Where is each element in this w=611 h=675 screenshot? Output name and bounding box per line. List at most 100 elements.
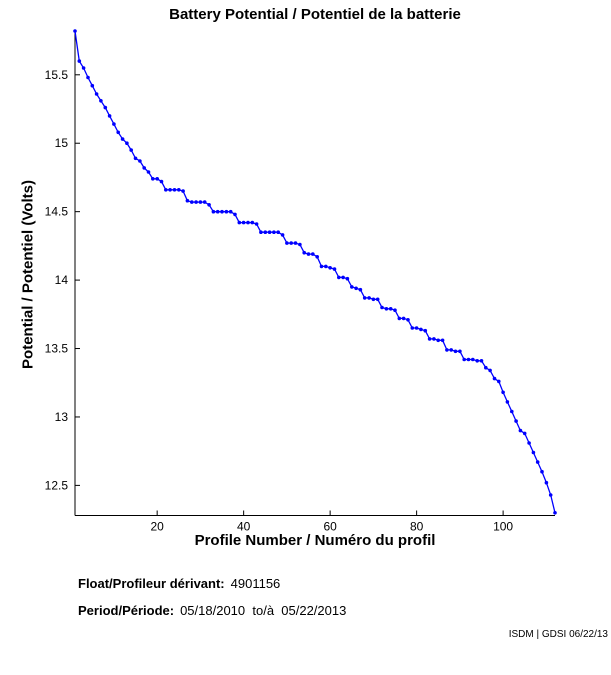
data-point-marker <box>259 230 263 234</box>
float-id-line: Float/Profileur dérivant: 4901156 <box>78 576 280 591</box>
data-point-marker <box>345 276 350 281</box>
data-point-marker <box>501 390 505 395</box>
data-point-marker <box>185 198 190 203</box>
data-point-marker <box>146 170 151 174</box>
y-tick-label: 13.5 <box>45 342 69 356</box>
data-point-marker <box>453 349 458 354</box>
data-point-marker <box>419 327 423 332</box>
y-tick-label: 12.5 <box>45 478 69 492</box>
data-point-marker <box>449 348 454 352</box>
data-point-marker <box>458 349 462 354</box>
data-point-marker <box>406 318 410 322</box>
data-point-marker <box>367 296 371 300</box>
data-point-marker <box>535 460 540 464</box>
data-point-marker <box>432 337 436 341</box>
data-point-marker <box>198 200 203 204</box>
data-point-marker <box>246 220 250 225</box>
data-point-marker <box>332 267 337 271</box>
data-point-marker <box>298 242 302 247</box>
data-point-marker <box>151 177 155 181</box>
data-point-marker <box>142 166 146 170</box>
data-point-marker <box>337 275 341 280</box>
data-point-marker <box>99 99 103 103</box>
data-point-marker <box>215 209 220 214</box>
data-point-marker <box>475 359 480 363</box>
data-point-marker <box>194 200 198 204</box>
data-point-marker <box>177 188 181 192</box>
data-point-marker <box>445 348 449 352</box>
data-point-marker <box>159 179 164 184</box>
data-point-marker <box>510 409 514 414</box>
data-point-marker <box>168 188 172 192</box>
data-point-marker <box>414 326 419 330</box>
data-point-marker <box>514 419 518 423</box>
data-point-marker <box>388 307 393 311</box>
x-tick-label: 80 <box>410 520 424 534</box>
data-point-marker <box>224 209 229 214</box>
data-point-marker <box>211 209 216 214</box>
data-point-marker <box>466 357 471 362</box>
data-point-marker <box>328 266 332 270</box>
data-point-marker <box>220 209 224 214</box>
data-point-marker <box>285 241 289 245</box>
data-point-marker <box>397 316 402 321</box>
chart-title: Battery Potential / Potentiel de la batt… <box>169 6 461 23</box>
data-point-marker <box>553 511 557 515</box>
data-point-marker <box>289 241 294 245</box>
data-point-marker <box>436 338 441 343</box>
agency-datestamp: ISDM | GDSI 06/22/13 <box>508 629 608 640</box>
data-point-marker <box>341 275 345 280</box>
data-point-marker <box>488 368 492 373</box>
data-point-marker <box>302 250 307 255</box>
data-point-marker <box>103 105 108 110</box>
data-point-marker <box>311 252 315 256</box>
x-tick-label: 40 <box>237 520 251 534</box>
data-point-marker <box>228 209 233 214</box>
data-point-marker <box>73 29 77 33</box>
data-point-marker <box>263 230 268 234</box>
data-point-marker <box>112 122 116 126</box>
data-point-marker <box>280 233 285 237</box>
period-label: Period/Période: <box>78 603 175 618</box>
x-tick-label: 20 <box>150 520 164 534</box>
data-point-marker <box>233 212 237 217</box>
y-tick-label: 15 <box>55 136 69 150</box>
x-tick-label: 60 <box>323 520 337 534</box>
data-point-marker <box>254 222 259 226</box>
data-point-marker <box>393 308 397 313</box>
data-point-marker <box>190 200 194 204</box>
x-axis-label: Profile Number / Numéro du profil <box>194 532 436 549</box>
data-point-marker <box>471 357 475 362</box>
y-tick-label: 14.5 <box>45 205 69 219</box>
data-point-marker <box>375 297 380 302</box>
data-point-marker <box>207 203 211 207</box>
y-tick-label: 15.5 <box>45 68 69 82</box>
data-point-marker <box>133 156 138 161</box>
data-point-marker <box>250 220 255 225</box>
data-point-marker <box>544 480 549 485</box>
data-point-marker <box>276 230 281 234</box>
y-tick-label: 13 <box>55 410 69 424</box>
data-point-marker <box>362 296 367 300</box>
data-point-marker <box>440 338 445 343</box>
data-point-marker <box>129 148 133 152</box>
data-point-marker <box>371 297 376 302</box>
data-point-marker <box>272 230 276 234</box>
data-point-marker <box>241 220 246 225</box>
data-point-marker <box>324 264 328 269</box>
data-point-marker <box>462 357 467 362</box>
float-label: Float/Profileur dérivant: <box>78 576 225 591</box>
data-point-marker <box>202 200 207 204</box>
data-point-marker <box>172 188 177 192</box>
data-point-marker <box>94 92 99 96</box>
data-point-marker <box>293 241 298 245</box>
data-point-marker <box>77 59 82 63</box>
data-point-marker <box>548 493 553 497</box>
period-value: 05/18/2010 to/à 05/22/2013 <box>180 603 347 618</box>
data-point-marker <box>492 376 497 381</box>
data-point-marker <box>181 189 185 193</box>
y-tick-label: 14 <box>55 273 69 287</box>
data-point-marker <box>155 177 159 181</box>
